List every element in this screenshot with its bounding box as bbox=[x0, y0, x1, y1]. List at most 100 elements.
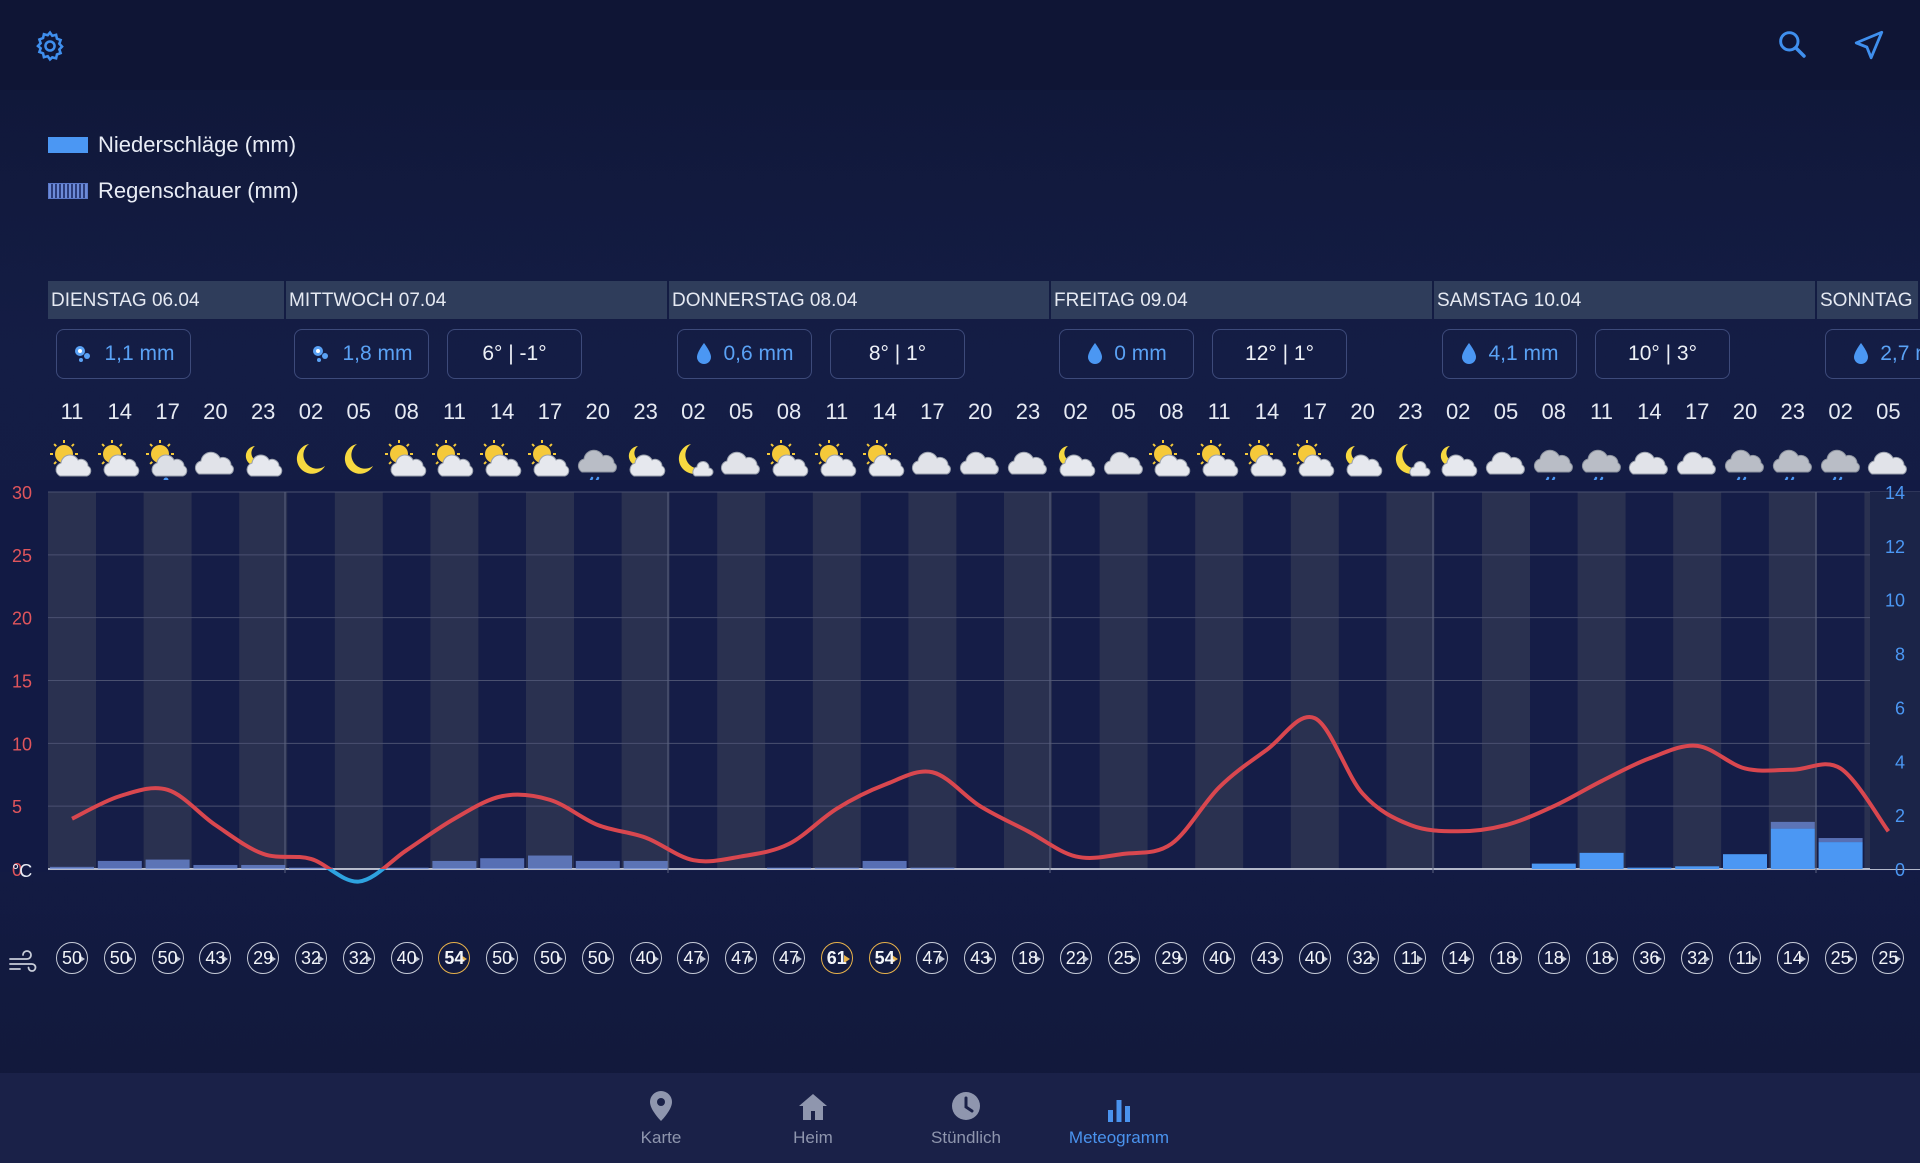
temp-range-pill: 6° | -1° bbox=[447, 329, 582, 379]
wind-marker: 14 bbox=[1442, 942, 1478, 978]
hour-label: 02 bbox=[298, 399, 324, 424]
day-header: DONNERSTAG 08.04 bbox=[669, 281, 1049, 319]
wind-marker: 43 bbox=[964, 942, 1000, 978]
y-tick-label: 5 bbox=[12, 797, 22, 817]
cloudy-icon bbox=[1866, 440, 1912, 482]
day-header: MITTWOCH 07.04 bbox=[286, 281, 667, 319]
shower-bar bbox=[575, 860, 620, 869]
wind-marker: 47 bbox=[773, 942, 809, 978]
nav-item-meteogramm[interactable]: Meteogramm bbox=[1049, 1088, 1189, 1148]
wind-marker: 43 bbox=[199, 942, 235, 978]
wind-speed: 43 bbox=[964, 942, 997, 974]
drop-icon bbox=[1460, 342, 1478, 366]
hour-label: 11 bbox=[60, 399, 84, 424]
wind-marker: 32 bbox=[1346, 942, 1383, 978]
shower-bar bbox=[528, 855, 572, 869]
hour-label: 20 bbox=[203, 399, 228, 424]
precip-pill: 0,6 mm bbox=[677, 329, 812, 379]
wind-marker: 32 bbox=[342, 942, 379, 978]
wind-speed: 29 bbox=[1155, 942, 1188, 974]
wind-marker: 50 bbox=[581, 942, 618, 978]
wind-marker: 32 bbox=[1681, 942, 1717, 978]
wind-marker: 40 bbox=[1298, 942, 1335, 978]
hour-label: 08 bbox=[776, 399, 802, 424]
legend-showers: Regenschauer (mm) bbox=[48, 168, 299, 214]
shower-bar bbox=[193, 864, 238, 869]
wind-marker: 40 bbox=[390, 942, 427, 978]
hour-label: 08 bbox=[394, 399, 419, 424]
cloud-sleet-icon bbox=[145, 440, 192, 483]
wind-speed: 32 bbox=[295, 942, 327, 974]
partly-cloudy-sun-icon bbox=[767, 440, 813, 482]
nav-label: Heim bbox=[793, 1128, 833, 1147]
wind-speed: 50 bbox=[56, 942, 88, 974]
hour-label: 23 bbox=[1398, 399, 1423, 424]
y-tick-label: 15 bbox=[12, 672, 32, 692]
wind-speed: 32 bbox=[1681, 942, 1714, 974]
precip-bar bbox=[1675, 866, 1720, 869]
wind-marker: 14 bbox=[1776, 942, 1813, 978]
wind-speed: 47 bbox=[677, 942, 710, 974]
top-bar bbox=[0, 0, 1920, 90]
nav-label: Meteogramm bbox=[1068, 1128, 1170, 1147]
cloud-rain-icon bbox=[576, 440, 622, 484]
precip-bar bbox=[1531, 863, 1576, 869]
partly-cloudy-moon-icon bbox=[241, 440, 287, 482]
precip-bar bbox=[1627, 867, 1672, 869]
y2-tick-label: 0 bbox=[1895, 860, 1905, 880]
navigation-arrow-icon[interactable] bbox=[1848, 24, 1890, 66]
day-header: DIENSTAG 06.04 bbox=[48, 281, 284, 319]
chart-legend: Niederschläge (mm) Regenschauer (mm) bbox=[48, 122, 299, 214]
wind-marker: 50 bbox=[151, 942, 188, 978]
nav-label: Karte bbox=[640, 1128, 682, 1147]
wind-speed: 18 bbox=[1585, 942, 1618, 974]
wind-marker: 18 bbox=[1012, 942, 1048, 978]
wind-speed: 47 bbox=[916, 942, 949, 974]
wind-marker: 43 bbox=[1251, 942, 1287, 978]
snow-icon bbox=[72, 343, 94, 365]
moon-cloud-icon bbox=[1388, 440, 1434, 482]
drop-icon bbox=[1086, 342, 1104, 366]
precip-bar bbox=[1723, 854, 1767, 869]
hour-label: 20 bbox=[585, 399, 611, 424]
wind-marker: 50 bbox=[534, 942, 570, 978]
partly-cloudy-sun-icon bbox=[50, 440, 96, 482]
day-header-row: DIENSTAG 06.04 MITTWOCH 07.04 DONNERSTAG 0… bbox=[48, 281, 1920, 319]
bar-chart-icon bbox=[1049, 1088, 1189, 1122]
wind-icon bbox=[8, 950, 38, 974]
temp-range: 8° | 1° bbox=[868, 342, 927, 365]
hour-label: 20 bbox=[1350, 399, 1375, 424]
search-icon[interactable] bbox=[1772, 24, 1812, 64]
gear-icon[interactable] bbox=[30, 26, 70, 66]
y-tick-label: 30 bbox=[12, 483, 32, 503]
wind-speed: 25 bbox=[1872, 942, 1905, 974]
shower-bar bbox=[289, 867, 333, 869]
wind-marker: 50 bbox=[486, 942, 522, 978]
wind-speed: 40 bbox=[1203, 942, 1236, 974]
nav-item-karte[interactable]: Karte bbox=[591, 1088, 731, 1148]
wind-speed: 43 bbox=[1251, 942, 1283, 974]
wind-marker: 61 bbox=[820, 942, 857, 978]
wind-marker: 36 bbox=[1633, 942, 1669, 978]
hour-label: 05 bbox=[346, 399, 372, 424]
cloudy-icon bbox=[1675, 440, 1721, 482]
y2-tick-label: 12 bbox=[1885, 537, 1905, 557]
precip-bar bbox=[1579, 852, 1624, 869]
plot-area bbox=[48, 492, 1920, 871]
hour-label: 11 bbox=[825, 399, 849, 424]
hour-label: 02 bbox=[1063, 399, 1089, 424]
wind-speed: 29 bbox=[247, 942, 280, 974]
shower-bar bbox=[97, 860, 142, 869]
wind-speed: 32 bbox=[1346, 942, 1379, 974]
nav-item-stündlich[interactable]: Stündlich bbox=[896, 1088, 1036, 1148]
hour-label: 05 bbox=[728, 399, 754, 424]
snow-icon bbox=[310, 343, 332, 365]
hour-label: 05 bbox=[1876, 399, 1901, 424]
cloud-rain-icon bbox=[1771, 440, 1817, 484]
shower-bar bbox=[623, 860, 668, 869]
moon-cloud-icon bbox=[671, 440, 717, 482]
nav-item-heim[interactable]: Heim bbox=[743, 1088, 883, 1148]
wind-speed: 47 bbox=[773, 942, 805, 974]
wind-speed: 18 bbox=[1012, 942, 1044, 974]
wind-speed: 40 bbox=[390, 942, 423, 974]
